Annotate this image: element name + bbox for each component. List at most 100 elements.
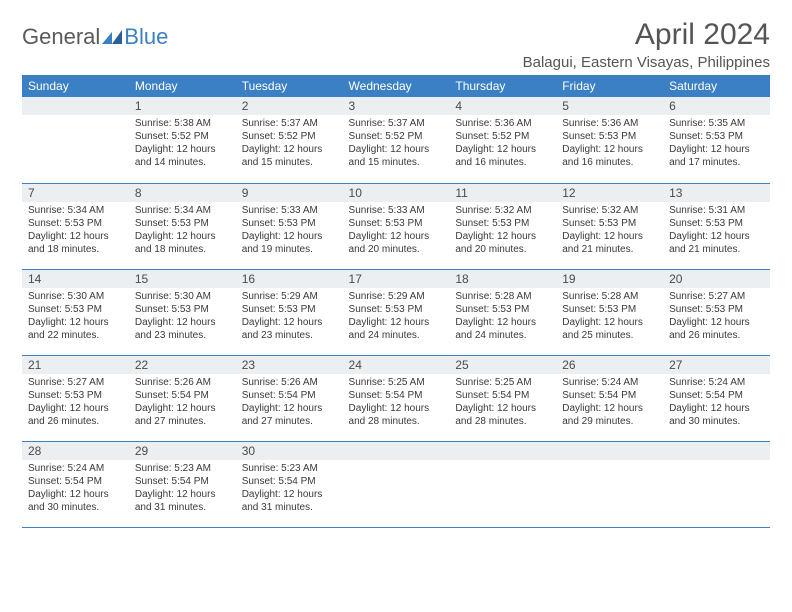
day-number: 18 [449,270,556,288]
calendar-day-cell: 1Sunrise: 5:38 AMSunset: 5:52 PMDaylight… [129,97,236,183]
day-details: Sunrise: 5:33 AMSunset: 5:53 PMDaylight:… [236,202,343,260]
day-details: Sunrise: 5:38 AMSunset: 5:52 PMDaylight:… [129,115,236,173]
weekday-header: Monday [129,75,236,97]
weekday-header: Sunday [22,75,129,97]
calendar-day-cell: 13Sunrise: 5:31 AMSunset: 5:53 PMDayligh… [663,183,770,269]
calendar-day-cell [343,441,450,527]
day-details: Sunrise: 5:29 AMSunset: 5:53 PMDaylight:… [343,288,450,346]
calendar-day-cell: 21Sunrise: 5:27 AMSunset: 5:53 PMDayligh… [22,355,129,441]
day-number-empty [22,97,129,115]
calendar-day-cell: 3Sunrise: 5:37 AMSunset: 5:52 PMDaylight… [343,97,450,183]
day-details: Sunrise: 5:32 AMSunset: 5:53 PMDaylight:… [449,202,556,260]
day-details: Sunrise: 5:29 AMSunset: 5:53 PMDaylight:… [236,288,343,346]
day-number: 11 [449,184,556,202]
calendar-day-cell: 29Sunrise: 5:23 AMSunset: 5:54 PMDayligh… [129,441,236,527]
calendar-day-cell: 4Sunrise: 5:36 AMSunset: 5:52 PMDaylight… [449,97,556,183]
calendar-day-cell: 27Sunrise: 5:24 AMSunset: 5:54 PMDayligh… [663,355,770,441]
day-details: Sunrise: 5:25 AMSunset: 5:54 PMDaylight:… [343,374,450,432]
title-block: April 2024 Balagui, Eastern Visayas, Phi… [523,18,770,71]
calendar-week-row: 1Sunrise: 5:38 AMSunset: 5:52 PMDaylight… [22,97,770,183]
calendar-day-cell [22,97,129,183]
month-title: April 2024 [523,18,770,52]
calendar-day-cell: 5Sunrise: 5:36 AMSunset: 5:53 PMDaylight… [556,97,663,183]
day-number: 24 [343,356,450,374]
day-number-empty [663,442,770,460]
calendar-day-cell: 23Sunrise: 5:26 AMSunset: 5:54 PMDayligh… [236,355,343,441]
day-number: 29 [129,442,236,460]
calendar-day-cell: 22Sunrise: 5:26 AMSunset: 5:54 PMDayligh… [129,355,236,441]
day-details: Sunrise: 5:31 AMSunset: 5:53 PMDaylight:… [663,202,770,260]
day-number: 20 [663,270,770,288]
day-number: 5 [556,97,663,115]
calendar-day-cell: 26Sunrise: 5:24 AMSunset: 5:54 PMDayligh… [556,355,663,441]
calendar-day-cell: 28Sunrise: 5:24 AMSunset: 5:54 PMDayligh… [22,441,129,527]
day-details: Sunrise: 5:23 AMSunset: 5:54 PMDaylight:… [236,460,343,518]
calendar-body: 1Sunrise: 5:38 AMSunset: 5:52 PMDaylight… [22,97,770,527]
day-number: 19 [556,270,663,288]
day-number: 12 [556,184,663,202]
day-details: Sunrise: 5:24 AMSunset: 5:54 PMDaylight:… [556,374,663,432]
logo: General Blue [22,24,168,50]
day-number: 13 [663,184,770,202]
calendar-week-row: 28Sunrise: 5:24 AMSunset: 5:54 PMDayligh… [22,441,770,527]
day-details: Sunrise: 5:30 AMSunset: 5:53 PMDaylight:… [22,288,129,346]
day-details: Sunrise: 5:24 AMSunset: 5:54 PMDaylight:… [663,374,770,432]
logo-mark-icon [102,30,122,44]
day-details: Sunrise: 5:24 AMSunset: 5:54 PMDaylight:… [22,460,129,518]
calendar-day-cell [663,441,770,527]
weekday-header: Friday [556,75,663,97]
calendar-day-cell: 18Sunrise: 5:28 AMSunset: 5:53 PMDayligh… [449,269,556,355]
calendar-day-cell: 24Sunrise: 5:25 AMSunset: 5:54 PMDayligh… [343,355,450,441]
day-number: 7 [22,184,129,202]
day-details: Sunrise: 5:34 AMSunset: 5:53 PMDaylight:… [22,202,129,260]
day-details: Sunrise: 5:25 AMSunset: 5:54 PMDaylight:… [449,374,556,432]
weekday-header: Wednesday [343,75,450,97]
calendar-table: SundayMondayTuesdayWednesdayThursdayFrid… [22,75,770,528]
calendar-day-cell: 30Sunrise: 5:23 AMSunset: 5:54 PMDayligh… [236,441,343,527]
calendar-day-cell: 15Sunrise: 5:30 AMSunset: 5:53 PMDayligh… [129,269,236,355]
day-details: Sunrise: 5:37 AMSunset: 5:52 PMDaylight:… [343,115,450,173]
day-details: Sunrise: 5:27 AMSunset: 5:53 PMDaylight:… [663,288,770,346]
day-details: Sunrise: 5:33 AMSunset: 5:53 PMDaylight:… [343,202,450,260]
day-details: Sunrise: 5:34 AMSunset: 5:53 PMDaylight:… [129,202,236,260]
day-details: Sunrise: 5:37 AMSunset: 5:52 PMDaylight:… [236,115,343,173]
day-number: 8 [129,184,236,202]
day-number: 27 [663,356,770,374]
calendar-day-cell: 9Sunrise: 5:33 AMSunset: 5:53 PMDaylight… [236,183,343,269]
day-details: Sunrise: 5:32 AMSunset: 5:53 PMDaylight:… [556,202,663,260]
day-details: Sunrise: 5:30 AMSunset: 5:53 PMDaylight:… [129,288,236,346]
calendar-day-cell: 20Sunrise: 5:27 AMSunset: 5:53 PMDayligh… [663,269,770,355]
day-number: 15 [129,270,236,288]
weekday-header: Thursday [449,75,556,97]
calendar-day-cell: 11Sunrise: 5:32 AMSunset: 5:53 PMDayligh… [449,183,556,269]
day-number: 28 [22,442,129,460]
day-number: 22 [129,356,236,374]
logo-text-general: General [22,24,100,50]
weekday-header: Saturday [663,75,770,97]
calendar-head: SundayMondayTuesdayWednesdayThursdayFrid… [22,75,770,97]
logo-text-blue: Blue [124,24,168,50]
day-details: Sunrise: 5:28 AMSunset: 5:53 PMDaylight:… [556,288,663,346]
day-details: Sunrise: 5:26 AMSunset: 5:54 PMDaylight:… [129,374,236,432]
day-details: Sunrise: 5:36 AMSunset: 5:52 PMDaylight:… [449,115,556,173]
location: Balagui, Eastern Visayas, Philippines [523,54,770,71]
day-number: 21 [22,356,129,374]
calendar-day-cell [449,441,556,527]
day-details: Sunrise: 5:26 AMSunset: 5:54 PMDaylight:… [236,374,343,432]
calendar-week-row: 7Sunrise: 5:34 AMSunset: 5:53 PMDaylight… [22,183,770,269]
day-number: 1 [129,97,236,115]
day-number: 10 [343,184,450,202]
day-number: 25 [449,356,556,374]
day-number-empty [556,442,663,460]
day-number-empty [449,442,556,460]
day-number: 2 [236,97,343,115]
day-number: 4 [449,97,556,115]
day-number: 17 [343,270,450,288]
day-details: Sunrise: 5:28 AMSunset: 5:53 PMDaylight:… [449,288,556,346]
header: General Blue April 2024 Balagui, Eastern… [22,18,770,71]
day-number: 26 [556,356,663,374]
calendar-day-cell: 2Sunrise: 5:37 AMSunset: 5:52 PMDaylight… [236,97,343,183]
calendar-day-cell: 10Sunrise: 5:33 AMSunset: 5:53 PMDayligh… [343,183,450,269]
day-number: 3 [343,97,450,115]
calendar-day-cell [556,441,663,527]
